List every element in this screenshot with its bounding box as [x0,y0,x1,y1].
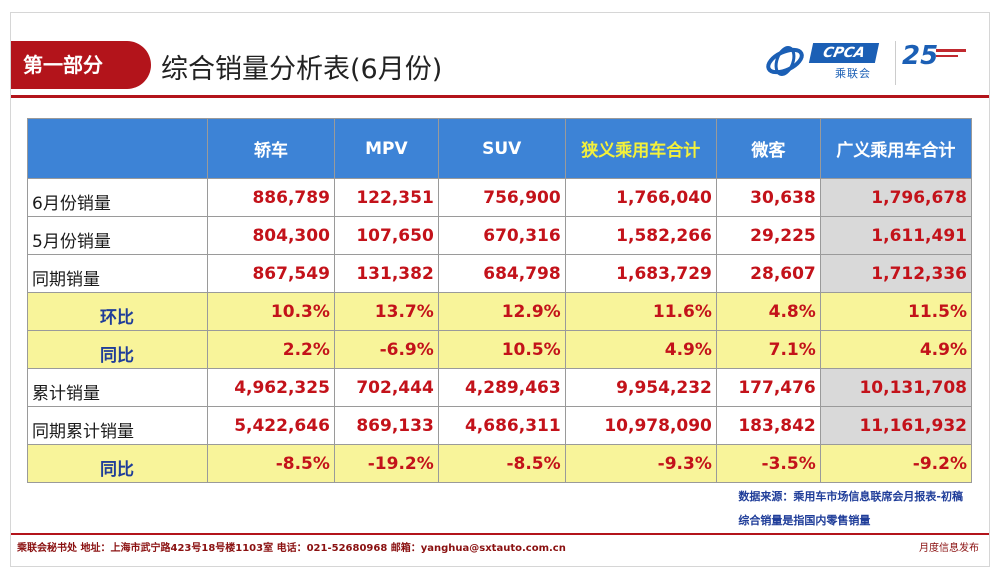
table-cell-total: 10,131,708 [819,368,973,407]
table-cell: 4,289,463 [437,368,566,407]
slide: 第一部分 综合销量分析表(6月份) CPCA 乘联会 25 轿车 [10,12,990,567]
table-cell: 2.2% [207,330,335,369]
table-cell: 4.8% [715,292,821,331]
anniversary-number: 25 [902,41,939,71]
table-cell: 9,954,232 [564,368,717,407]
table-row: 同期累计销量 5,422,646 869,133 4,686,311 10,97… [27,406,973,445]
footer: 乘联会秘书处 地址：上海市武宁路423号18号楼1103室 电话：021-526… [11,533,989,554]
header: 第一部分 综合销量分析表(6月份) CPCA 乘联会 25 [11,39,989,98]
table-cell: 10,978,090 [564,406,717,445]
table-cell: -8.5% [207,444,335,483]
table-cell: 107,650 [333,216,439,255]
definition-note: 综合销量是指国内零售销量 [738,514,871,527]
table-cell: 131,382 [333,254,439,293]
table-cell: -8.5% [437,444,566,483]
table-cell-total: 1,796,678 [819,178,973,217]
table-cell: 29,225 [715,216,821,255]
table-cell: 5,422,646 [207,406,335,445]
row-label: 同比 [27,444,208,483]
table-cell: 756,900 [437,178,566,217]
section-tab: 第一部分 [11,41,151,89]
table-cell: 804,300 [207,216,335,255]
table-cell-total: 4.9% [819,330,973,369]
column-header: MPV [333,118,439,179]
source-notes: 数据来源：乘用车市场信息联席会月报表-初稿 综合销量是指国内零售销量 [738,485,963,533]
row-label: 5月份销量 [27,216,208,255]
footer-contact: 乘联会秘书处 地址：上海市武宁路423号18号楼1103室 电话：021-526… [17,543,566,554]
row-label: 同期销量 [27,254,208,293]
table-cell: 1,582,266 [564,216,717,255]
column-header: 轿车 [207,118,335,179]
table-row-ratio: 同比 2.2% -6.9% 10.5% 4.9% 7.1% 4.9% [27,330,973,369]
table-cell: 867,549 [207,254,335,293]
table-cell: 11.6% [564,292,717,331]
footer-rule [11,533,989,535]
table-row-ratio: 同比 -8.5% -19.2% -8.5% -9.3% -3.5% -9.2% [27,444,973,483]
source-note: 数据来源：乘用车市场信息联席会月报表-初稿 [738,490,963,503]
table-cell: 12.9% [437,292,566,331]
table-cell: 1,766,040 [564,178,717,217]
table-row: 累计销量 4,962,325 702,444 4,289,463 9,954,2… [27,368,973,407]
table-cell: -9.3% [564,444,717,483]
table-cell: 670,316 [437,216,566,255]
column-header-highlight: 狭义乘用车合计 [564,118,717,179]
table-header-row: 轿车 MPV SUV 狭义乘用车合计 微客 广义乘用车合计 [27,118,973,179]
table-cell: -19.2% [333,444,439,483]
row-label: 6月份销量 [27,178,208,217]
table-row: 5月份销量 804,300 107,650 670,316 1,582,266 … [27,216,973,255]
table-cell-total: 11,161,932 [819,406,973,445]
column-header: 微客 [715,118,821,179]
table-row: 同期销量 867,549 131,382 684,798 1,683,729 2… [27,254,973,293]
cpca-logo-icon [766,46,804,76]
table-cell: 886,789 [207,178,335,217]
column-header: 广义乘用车合计 [819,118,973,179]
row-label: 环比 [27,292,208,331]
cpca-wordmark: CPCA [808,43,880,63]
table-row-ratio: 环比 10.3% 13.7% 12.9% 11.6% 4.8% 11.5% [27,292,973,331]
table-corner [27,118,208,179]
anniversary-ribbon-icon [936,49,966,57]
table-cell-total: -9.2% [819,444,973,483]
table-cell: 1,683,729 [564,254,717,293]
table-cell: 183,842 [715,406,821,445]
row-label: 同期累计销量 [27,406,208,445]
table-cell: 869,133 [333,406,439,445]
table-cell: 13.7% [333,292,439,331]
footer-publication: 月度信息发布 [919,543,979,554]
table-cell: 4,962,325 [207,368,335,407]
table-cell: 30,638 [715,178,821,217]
table-cell: 7.1% [715,330,821,369]
anniversary-logo: 25 [895,41,969,85]
table-cell: 177,476 [715,368,821,407]
table-cell: 10.3% [207,292,335,331]
table-cell: -3.5% [715,444,821,483]
table-cell: 702,444 [333,368,439,407]
table-cell: -6.9% [333,330,439,369]
table-cell: 4.9% [564,330,717,369]
table-row: 6月份销量 886,789 122,351 756,900 1,766,040 … [27,178,973,217]
row-label: 同比 [27,330,208,369]
column-header: SUV [437,118,566,179]
table-cell-total: 11.5% [819,292,973,331]
sales-table: 轿车 MPV SUV 狭义乘用车合计 微客 广义乘用车合计 6月份销量 886,… [27,118,973,483]
logo-area: CPCA 乘联会 25 [763,39,973,89]
table-cell: 28,607 [715,254,821,293]
table-cell: 4,686,311 [437,406,566,445]
table-cell: 684,798 [437,254,566,293]
table-cell: 10.5% [437,330,566,369]
table-cell-total: 1,712,336 [819,254,973,293]
table-cell: 122,351 [333,178,439,217]
table-cell-total: 1,611,491 [819,216,973,255]
row-label: 累计销量 [27,368,208,407]
page-title: 综合销量分析表(6月份) [161,54,443,85]
header-rule [11,95,989,98]
cpca-subtitle: 乘联会 [835,67,871,80]
